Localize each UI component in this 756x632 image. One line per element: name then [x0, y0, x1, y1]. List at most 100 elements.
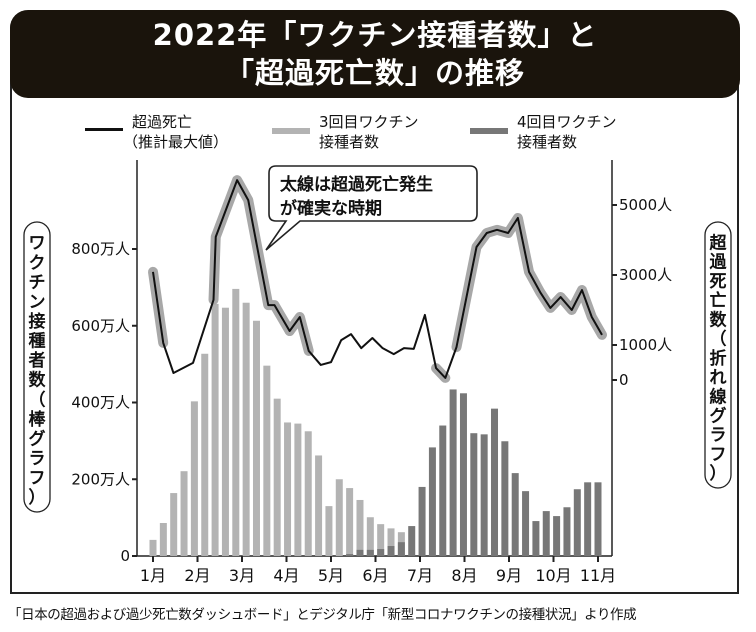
bar-dose3	[170, 493, 178, 556]
left-axis-title-char: ク	[29, 253, 46, 273]
bar-dose3	[284, 422, 292, 556]
right-axis-title-char: 過	[710, 253, 728, 273]
bar-dose4	[408, 526, 416, 556]
left-axis-title-char: ワ	[29, 234, 46, 254]
right-tick-label: 5000人	[619, 196, 672, 214]
bar-dose3	[315, 455, 323, 556]
chart-frame	[10, 10, 739, 594]
left-axis-title-char: （	[29, 389, 46, 410]
right-axis-title-char: ラ	[710, 426, 727, 446]
bar-dose3	[335, 479, 343, 556]
bar-dose3	[356, 499, 364, 556]
legend-swatch-2	[470, 128, 508, 134]
callout-line-1: 太線は超過死亡発生	[280, 174, 433, 195]
excess-deaths-line	[152, 179, 603, 379]
legend-label-0-line2: （推計最大値）	[123, 133, 228, 151]
bar-dose4	[542, 511, 550, 556]
x-tick-label: 4月	[273, 566, 299, 585]
bar-dose3	[211, 303, 219, 556]
left-axis-title-char: チ	[29, 273, 46, 293]
right-axis-title-char: 線	[710, 386, 727, 407]
right-axis-title-char: れ	[710, 368, 727, 388]
chart-title: 2022年「ワクチン接種者数」と 「超過死亡数」の推移	[10, 10, 740, 98]
bar-dose4	[511, 473, 519, 556]
right-axis-title-char: 亡	[710, 290, 727, 311]
left-axis-title-char: ン	[29, 292, 46, 312]
callout-line-2: が確実な時期	[280, 198, 382, 219]
right-axis-title-char: （	[710, 329, 727, 350]
bar-dose4	[594, 482, 602, 556]
bar-dose4	[480, 434, 488, 556]
bar-dose4	[449, 389, 457, 556]
x-tick-label: 11月	[580, 566, 616, 585]
left-tick-label: 0	[120, 547, 130, 565]
x-tick-label: 9月	[496, 566, 522, 585]
title-line-2: 「超過死亡数」の推移	[224, 56, 525, 90]
left-axis-title-char: フ	[29, 469, 46, 489]
bar-dose4	[377, 549, 385, 556]
right-axis-title-char: 折	[710, 348, 727, 369]
legend-label-2-line2: 接種者数	[517, 133, 577, 151]
left-tick-label: 800万人	[71, 240, 130, 258]
bar-dose3	[366, 517, 374, 556]
legend-swatch-1	[272, 128, 310, 134]
title-line-1: 2022年「ワクチン接種者数」と	[152, 18, 598, 52]
bar-dose4	[459, 393, 467, 556]
x-tick-label: 3月	[229, 566, 255, 585]
x-tick-label: 10月	[535, 566, 571, 585]
bar-dose4	[366, 549, 374, 556]
bar-dose3	[242, 302, 250, 556]
right-tick-label: 1000人	[619, 336, 672, 354]
right-axis-title-char: 数	[710, 309, 728, 330]
left-axis-title-char: ）	[29, 487, 46, 508]
left-tick-label: 600万人	[71, 317, 130, 335]
left-axis-title-char: 者	[28, 350, 46, 371]
bar-dose4	[553, 516, 561, 556]
x-tick-label: 7月	[407, 566, 433, 585]
bar-dose4	[501, 441, 509, 556]
left-axis-title-char: ラ	[29, 449, 46, 469]
x-tick-label: 1月	[140, 566, 166, 585]
x-tick-label: 5月	[318, 566, 344, 585]
line-highlight	[451, 212, 608, 353]
legend-label-2-line1: 4回目ワクチン	[517, 113, 617, 131]
bar-dose3	[273, 398, 281, 556]
bar-dose4	[470, 433, 478, 556]
legend-label-0-line1: 超過死亡	[132, 113, 192, 131]
bar-dose3	[149, 539, 157, 556]
bar-dose4	[563, 507, 571, 556]
right-axis-title-pill	[704, 221, 732, 489]
bar-dose3	[346, 488, 354, 556]
bar-dose4	[397, 542, 405, 556]
bar-dose4	[584, 482, 592, 556]
right-axis-title-char: グ	[710, 406, 727, 427]
bar-dose3	[325, 506, 333, 556]
bar-dose4	[522, 491, 530, 556]
x-tick-label: 8月	[451, 566, 477, 585]
bar-dose4	[428, 447, 436, 556]
left-axis-title-pill	[23, 221, 51, 513]
bar-dose4	[439, 425, 447, 556]
bar-dose4	[532, 521, 540, 556]
x-tick-label: 6月	[362, 566, 388, 585]
bar-dose3	[190, 401, 198, 556]
bar-dose3	[232, 288, 240, 556]
right-axis-title-char: 超	[710, 232, 728, 253]
bar-dose4	[573, 489, 581, 556]
left-axis-title-char: 接	[29, 311, 46, 332]
bar-dose3	[294, 423, 302, 556]
bar-dose3	[180, 471, 188, 556]
bar-dose3	[387, 528, 395, 556]
legend-label-1-line1: 3回目ワクチン	[319, 113, 419, 131]
bar-dose4	[346, 554, 354, 556]
bar-dose3	[159, 522, 167, 556]
left-tick-label: 400万人	[71, 394, 130, 412]
left-axis-title-char: 種	[29, 331, 46, 352]
legend-swatch-0	[85, 128, 123, 131]
left-tick-label: 200万人	[71, 470, 130, 488]
bar-dose3	[221, 307, 229, 556]
bar-dose4	[356, 549, 364, 556]
bar-dose3	[201, 353, 209, 556]
bar-dose3	[377, 524, 385, 556]
